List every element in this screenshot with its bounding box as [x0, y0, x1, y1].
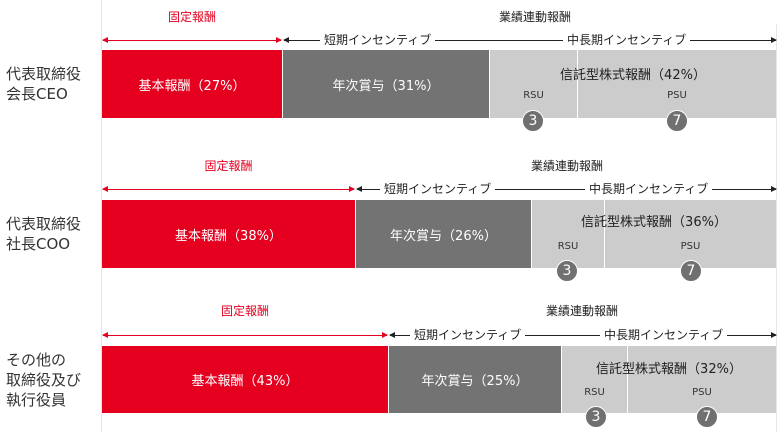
- fixed-range-arrow: [102, 332, 388, 338]
- row-label-line: その他の: [6, 351, 67, 369]
- row-label-ceo: 代表取締役 会長CEO: [6, 64, 98, 104]
- performance-comp-title: 業績連動報酬: [498, 10, 571, 24]
- short-term-label: 短期インセンティブ: [380, 182, 496, 196]
- rsu-segment: [562, 346, 627, 413]
- fixed-comp-title: 固定報酬: [220, 304, 269, 318]
- rsu-segment: [532, 200, 604, 268]
- short-term-label: 短期インセンティブ: [320, 33, 436, 47]
- long-term-label: 中長期インセンティブ: [600, 328, 728, 342]
- performance-comp-title: 業績連動報酬: [545, 304, 618, 318]
- short-term-label: 短期インセンティブ: [410, 328, 526, 342]
- row-label-coo: 代表取締役 社長COO: [6, 214, 98, 254]
- psu-label: PSU: [667, 90, 687, 101]
- psu-segment: [605, 200, 776, 268]
- fixed-comp-title: 固定報酬: [204, 159, 253, 173]
- stock-comp-label: 信託型株式報酬（42%）: [560, 68, 706, 83]
- stock-comp-label: 信託型株式報酬（36%）: [581, 215, 727, 230]
- rsu-label: RSU: [523, 90, 544, 101]
- segment-label: 基本報酬（27%）: [138, 78, 246, 94]
- rsu-ratio-badge: 3: [556, 260, 578, 282]
- row-label-line: 代表取締役: [6, 65, 82, 83]
- base-pay-segment: 基本報酬（27%）: [102, 50, 282, 118]
- annual-bonus-segment: 年次賞与（26%）: [356, 200, 531, 268]
- performance-comp-title: 業績連動報酬: [530, 159, 603, 173]
- left-axis-line: [101, 0, 102, 432]
- rsu-label: RSU: [584, 387, 605, 398]
- rsu-ratio-badge: 3: [522, 110, 544, 132]
- psu-label: PSU: [692, 387, 712, 398]
- psu-ratio-badge: 7: [666, 110, 688, 132]
- fixed-comp-title: 固定報酬: [167, 10, 216, 24]
- row-label-line: 代表取締役: [6, 215, 82, 233]
- annual-bonus-segment: 年次賞与（31%）: [283, 50, 489, 118]
- annual-bonus-segment: 年次賞与（25%）: [389, 346, 561, 413]
- row-label-line: 社長COO: [6, 235, 71, 253]
- segment-label: 年次賞与（26%）: [390, 228, 497, 244]
- psu-segment: [628, 346, 776, 413]
- base-pay-segment: 基本報酬（43%）: [102, 346, 388, 413]
- fixed-range-arrow: [102, 37, 282, 43]
- rsu-label: RSU: [557, 241, 579, 252]
- segment-label: 基本報酬（38%）: [175, 228, 282, 244]
- psu-label: PSU: [680, 241, 701, 252]
- row-label-line: 執行役員: [6, 391, 67, 409]
- stock-comp-label: 信託型株式報酬（32%）: [596, 362, 742, 377]
- psu-segment: [578, 50, 776, 118]
- row-label-line: 取締役及び: [6, 371, 82, 389]
- rsu-ratio-badge: 3: [585, 406, 607, 428]
- row-label-line: 会長CEO: [6, 85, 68, 103]
- segment-label: 年次賞与（31%）: [332, 78, 440, 94]
- base-pay-segment: 基本報酬（38%）: [102, 200, 355, 268]
- row-label-other-officers: その他の 取締役及び 執行役員: [6, 350, 98, 410]
- right-axis-line: [776, 24, 777, 432]
- segment-label: 年次賞与（25%）: [421, 374, 529, 389]
- segment-label: 基本報酬（43%）: [191, 374, 299, 389]
- long-term-label: 中長期インセンティブ: [585, 182, 713, 196]
- psu-ratio-badge: 7: [680, 260, 702, 282]
- rsu-segment: [490, 50, 577, 118]
- fixed-range-arrow: [102, 186, 355, 192]
- psu-ratio-badge: 7: [696, 406, 718, 428]
- long-term-label: 中長期インセンティブ: [563, 33, 691, 47]
